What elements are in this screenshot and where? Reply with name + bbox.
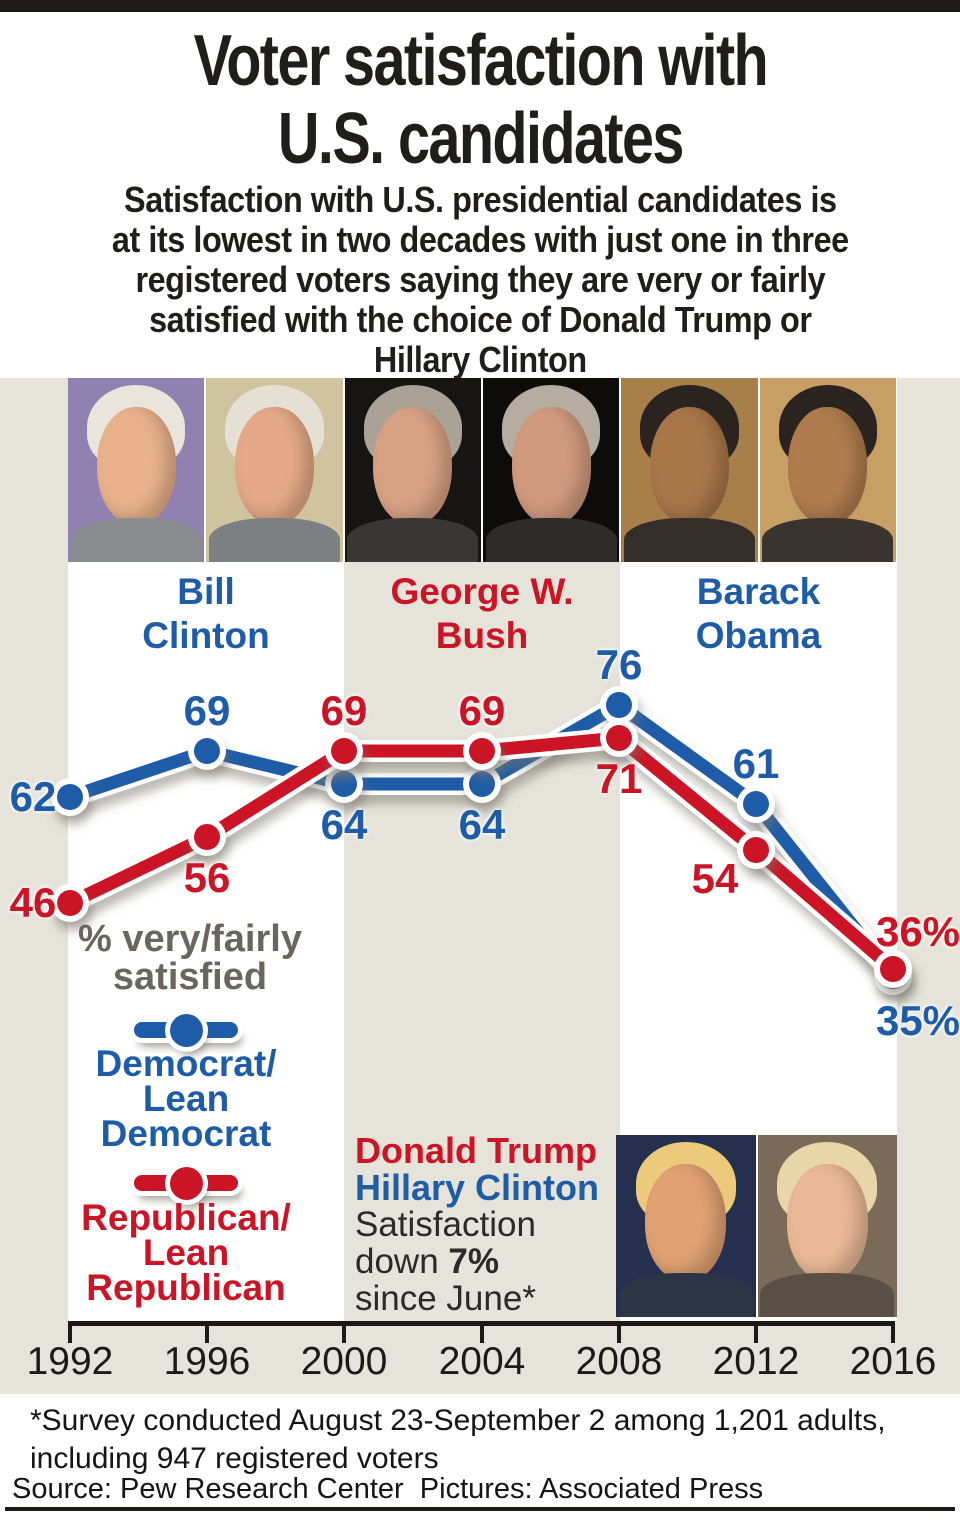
value-label: 64 <box>458 801 506 848</box>
photo-bill-clinton-face <box>96 407 176 526</box>
axis-tick <box>754 1326 758 1343</box>
photo-donald-trump <box>616 1135 756 1317</box>
axis-tick <box>342 1326 346 1343</box>
photo-barack-obama-face <box>788 407 868 526</box>
value-label: 76 <box>595 641 643 688</box>
photo-bill-clinton <box>68 378 205 562</box>
legend-marker-republican <box>134 1165 238 1201</box>
axis-year-label: 1992 <box>26 1340 114 1383</box>
legend-label-democrat: Democrat/ Lean Democrat <box>95 1043 277 1154</box>
era-label-george-w-bush: George W. Bush <box>390 571 574 656</box>
annotation-text-line2: down 7% <box>355 1243 625 1280</box>
photo-barack-obama <box>621 378 758 562</box>
photo-hillary-clinton-face <box>786 1164 868 1281</box>
axis-tick <box>205 1326 209 1343</box>
bottom-rule-bar <box>5 1507 955 1511</box>
annotation-donald-trump: Donald Trump <box>355 1130 597 1171</box>
legend-marker-democrat <box>134 1012 238 1048</box>
page-subtitle-text: Satisfaction with U.S. presidential cand… <box>111 179 849 380</box>
photo-bill-clinton-suit <box>70 517 202 562</box>
axis-year-label: 2016 <box>849 1340 937 1383</box>
value-label: 69 <box>320 687 368 734</box>
axis-year-label: 1996 <box>163 1340 251 1383</box>
value-label: 61 <box>732 740 780 787</box>
photo-george-w-bush-face <box>373 407 453 526</box>
value-label: 56 <box>183 854 231 901</box>
axis-tick <box>480 1326 484 1343</box>
top-rule-bar <box>0 0 960 12</box>
axis-tick <box>891 1326 895 1343</box>
president-photo-strip <box>68 378 896 562</box>
value-label: 69 <box>183 687 231 734</box>
photo-bill-clinton-face <box>234 407 315 526</box>
era-label-barack-obama: Barack Obama <box>695 571 822 656</box>
annotation-text-line2-bold: 7% <box>448 1242 499 1281</box>
trump-clinton-photo-strip <box>616 1135 897 1317</box>
page-title-text: Voter satisfaction with U.S. candidates <box>193 21 768 179</box>
legend-marker-republican-dot <box>169 1166 203 1200</box>
value-label: 54 <box>691 855 739 902</box>
legend-label-republican: Republican/ Lean Republican <box>81 1197 291 1308</box>
axis-tick <box>617 1326 621 1343</box>
value-label: 35% <box>875 997 960 1044</box>
photo-bill-clinton <box>206 378 343 562</box>
photo-george-w-bush <box>344 378 481 562</box>
photo-george-w-bush-suit <box>347 517 479 562</box>
legend-marker-democrat-dot <box>169 1013 203 1047</box>
page-title: Voter satisfaction with U.S. candidates <box>0 22 960 178</box>
photo-barack-obama-face <box>649 407 729 526</box>
photo-donald-trump-suit <box>618 1273 753 1317</box>
value-label: 64 <box>320 801 368 848</box>
photo-donald-trump-face <box>645 1164 727 1281</box>
value-label: 69 <box>458 687 506 734</box>
trump-clinton-annotation: Donald Trump Hillary Clinton Satisfactio… <box>355 1132 625 1317</box>
value-label: 71 <box>595 755 643 802</box>
page-subtitle: Satisfaction with U.S. presidential cand… <box>0 180 960 380</box>
axis-year-label: 2008 <box>575 1340 663 1383</box>
legend-heading: % very/fairly satisfied <box>78 918 302 998</box>
axis-year-label: 2012 <box>712 1340 800 1383</box>
photo-barack-obama-suit <box>624 517 755 562</box>
photo-hillary-clinton-suit <box>760 1273 895 1317</box>
value-label: 62 <box>9 773 57 820</box>
value-label: 36% <box>875 908 960 955</box>
axis-year-label: 2000 <box>300 1340 388 1383</box>
photo-george-w-bush-face <box>511 407 591 526</box>
axis-tick <box>68 1326 72 1343</box>
annotation-text-line1: Satisfaction <box>355 1205 536 1244</box>
photo-george-w-bush-suit <box>485 517 617 562</box>
era-label-bill-clinton: Bill Clinton <box>142 571 270 656</box>
value-label: 46 <box>9 879 57 926</box>
x-axis-line <box>68 1321 895 1326</box>
photo-george-w-bush <box>482 378 620 562</box>
axis-year-label: 2004 <box>438 1340 526 1383</box>
annotation-text-line2-prefix: down <box>355 1242 449 1281</box>
photo-bill-clinton-suit <box>209 517 340 562</box>
photo-barack-obama <box>759 378 896 562</box>
annotation-text-line3: since June* <box>355 1279 536 1318</box>
photo-barack-obama-suit <box>762 517 894 562</box>
photo-hillary-clinton <box>757 1135 897 1317</box>
source-credit: Source: Pew Research Center Pictures: As… <box>12 1473 764 1505</box>
annotation-hillary-clinton: Hillary Clinton <box>355 1167 600 1208</box>
survey-footnote: *Survey conducted August 23-September 2 … <box>30 1404 886 1475</box>
